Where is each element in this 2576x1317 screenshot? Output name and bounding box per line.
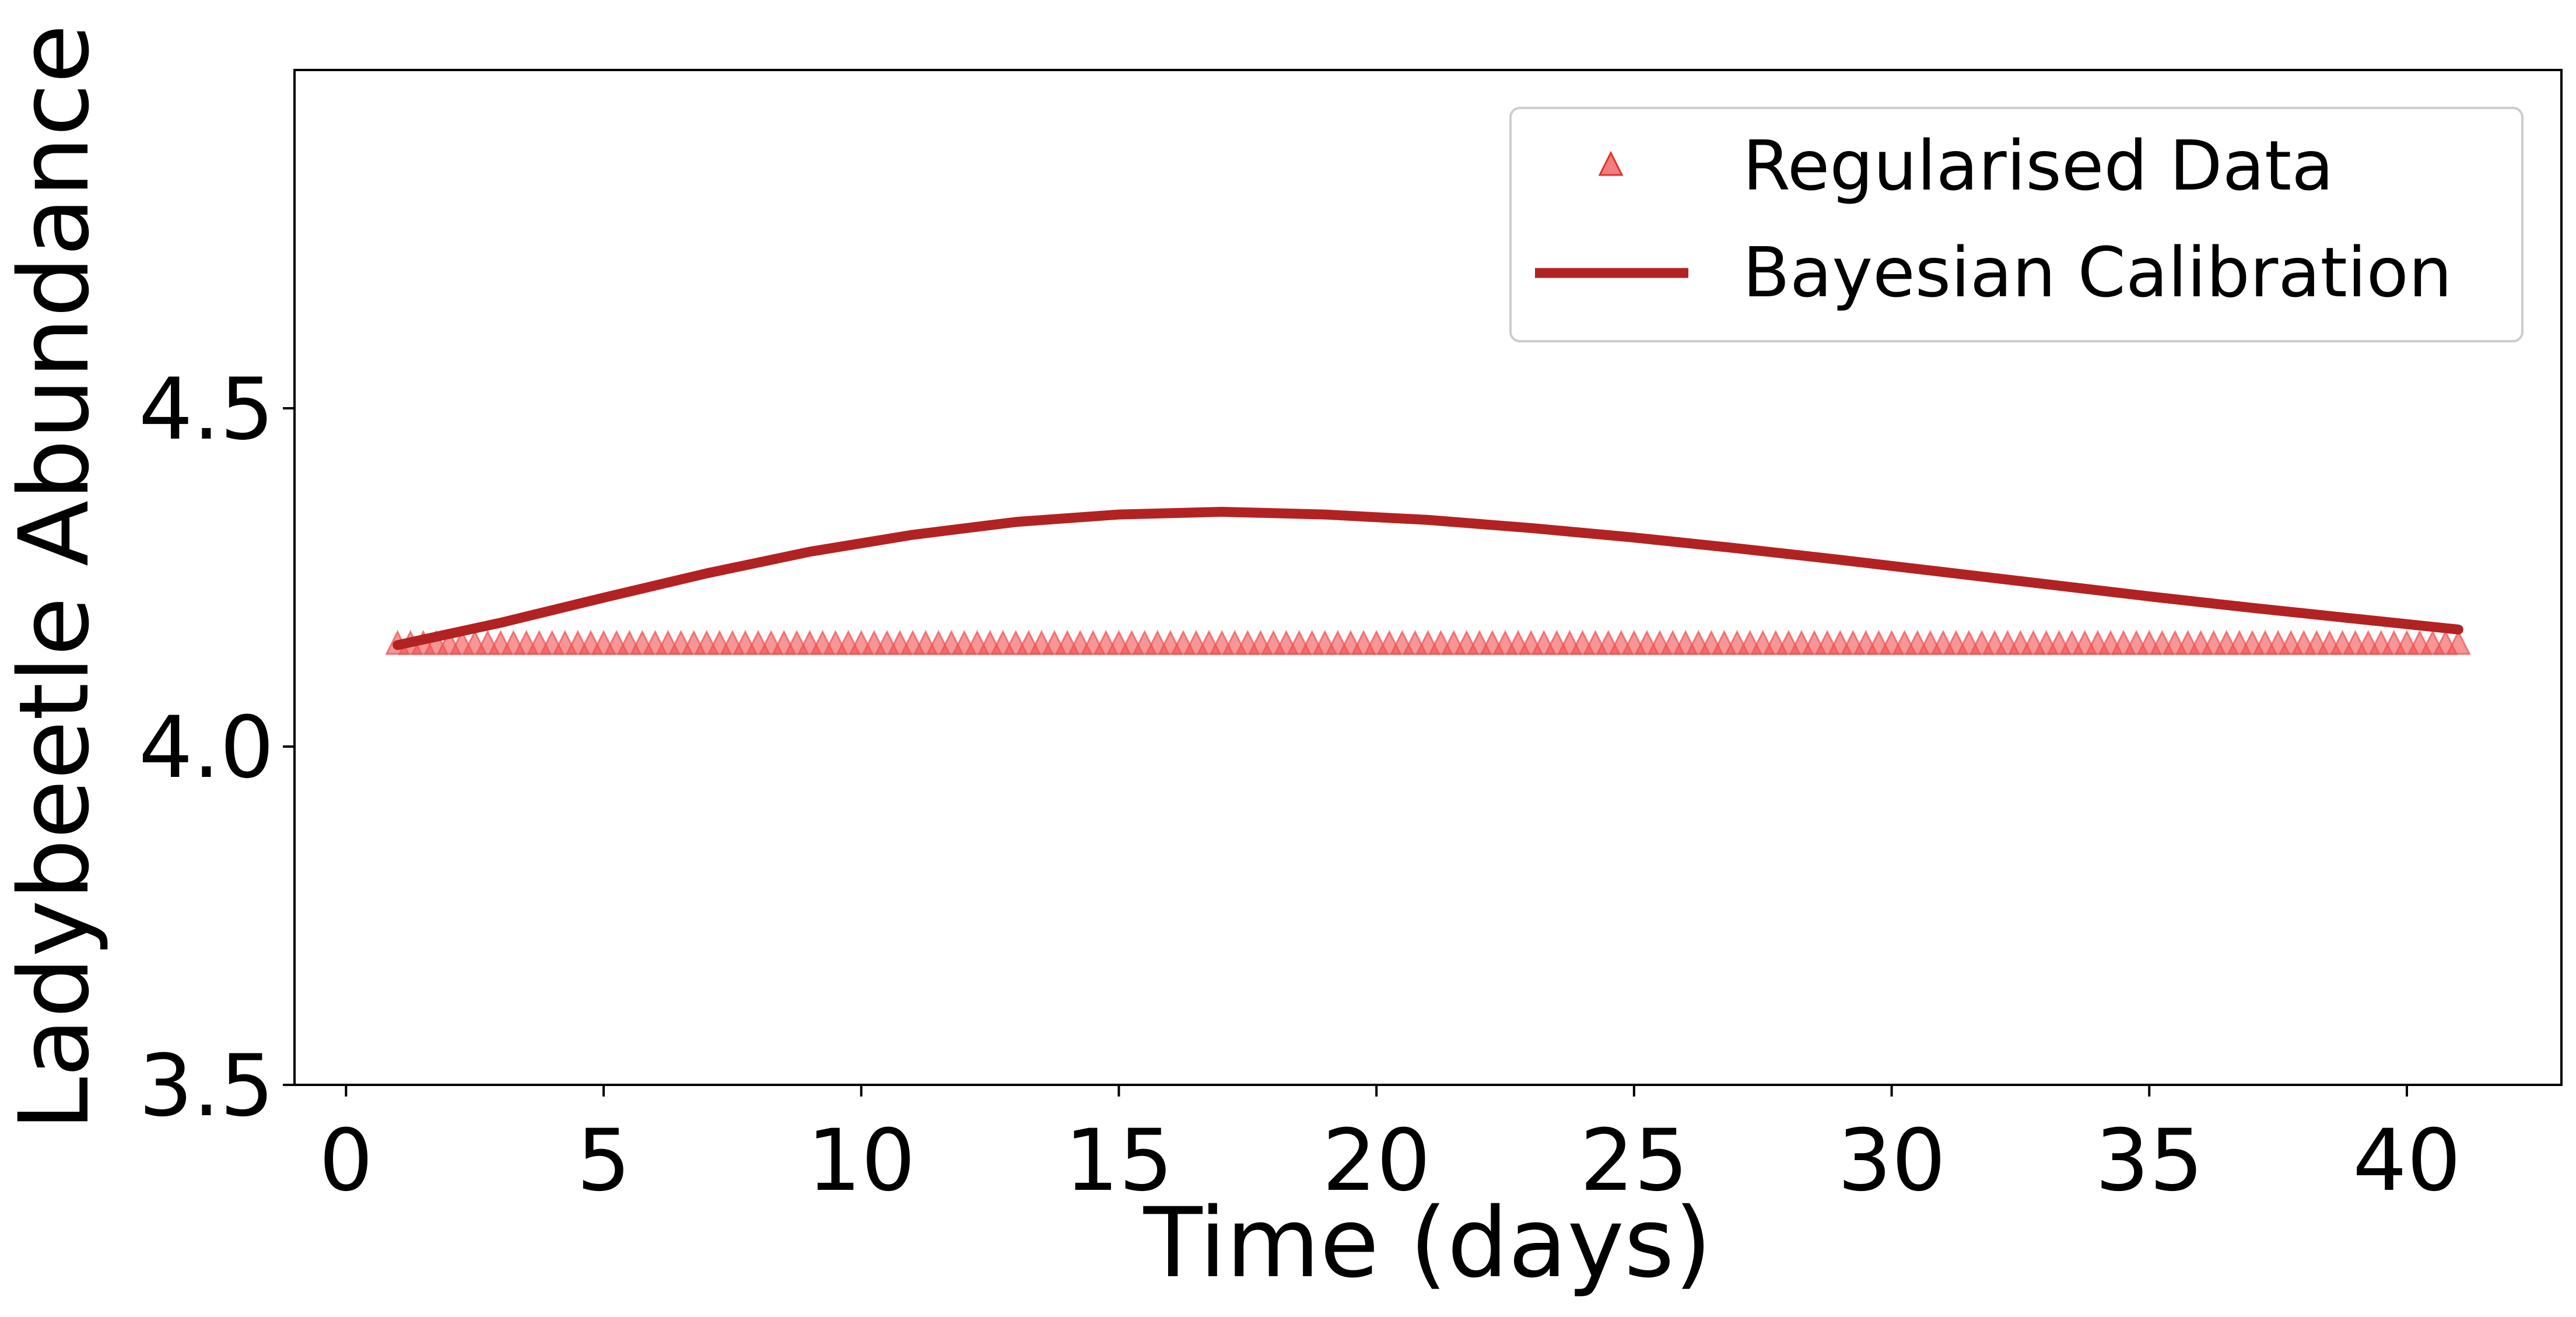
legend-label-bayesian-calibration: Bayesian Calibration (1743, 232, 2452, 313)
y-axis-label: Ladybeetle Abundance (0, 24, 110, 1130)
x-tick-label-10: 10 (807, 1111, 916, 1210)
x-tick-label-25: 25 (1580, 1111, 1688, 1210)
data-point-regularised-data-160 (2445, 629, 2471, 655)
x-tick-label-30: 30 (1838, 1111, 1946, 1210)
y-tick-label-4.5: 4.5 (139, 360, 274, 459)
y-tick-label-3.5: 3.5 (139, 1036, 274, 1136)
axes-layer: 0 5 10 15 20 25 30 35 40 3.5 4.0 4.5 (139, 360, 2461, 1210)
x-tick-label-20: 20 (1322, 1111, 1431, 1210)
x-tick-label-35: 35 (2095, 1111, 2203, 1210)
x-tick-label-0: 0 (319, 1111, 373, 1210)
x-axis-label: Time (days) (1143, 1187, 1712, 1299)
series-line-bayesian-calibration (392, 507, 2463, 650)
legend-marker-regularised-data (1598, 150, 1624, 176)
y-tick-label-4.0: 4.0 (139, 698, 274, 797)
x-tick-label-40: 40 (2353, 1111, 2461, 1210)
x-tick-label-5: 5 (577, 1111, 631, 1210)
legend: Regularised Data Bayesian Calibration (1509, 107, 2524, 342)
x-tick-label-15: 15 (1065, 1111, 1173, 1210)
legend-box (1509, 107, 2524, 342)
data-layer (385, 507, 2471, 655)
legend-label-regularised-data: Regularised Data (1743, 125, 2334, 206)
